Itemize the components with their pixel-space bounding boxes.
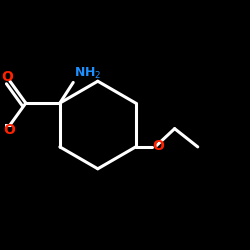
Text: O: O xyxy=(153,139,164,153)
Text: NH$_2$: NH$_2$ xyxy=(74,66,102,81)
Text: O: O xyxy=(3,123,15,137)
Text: O: O xyxy=(1,70,13,84)
